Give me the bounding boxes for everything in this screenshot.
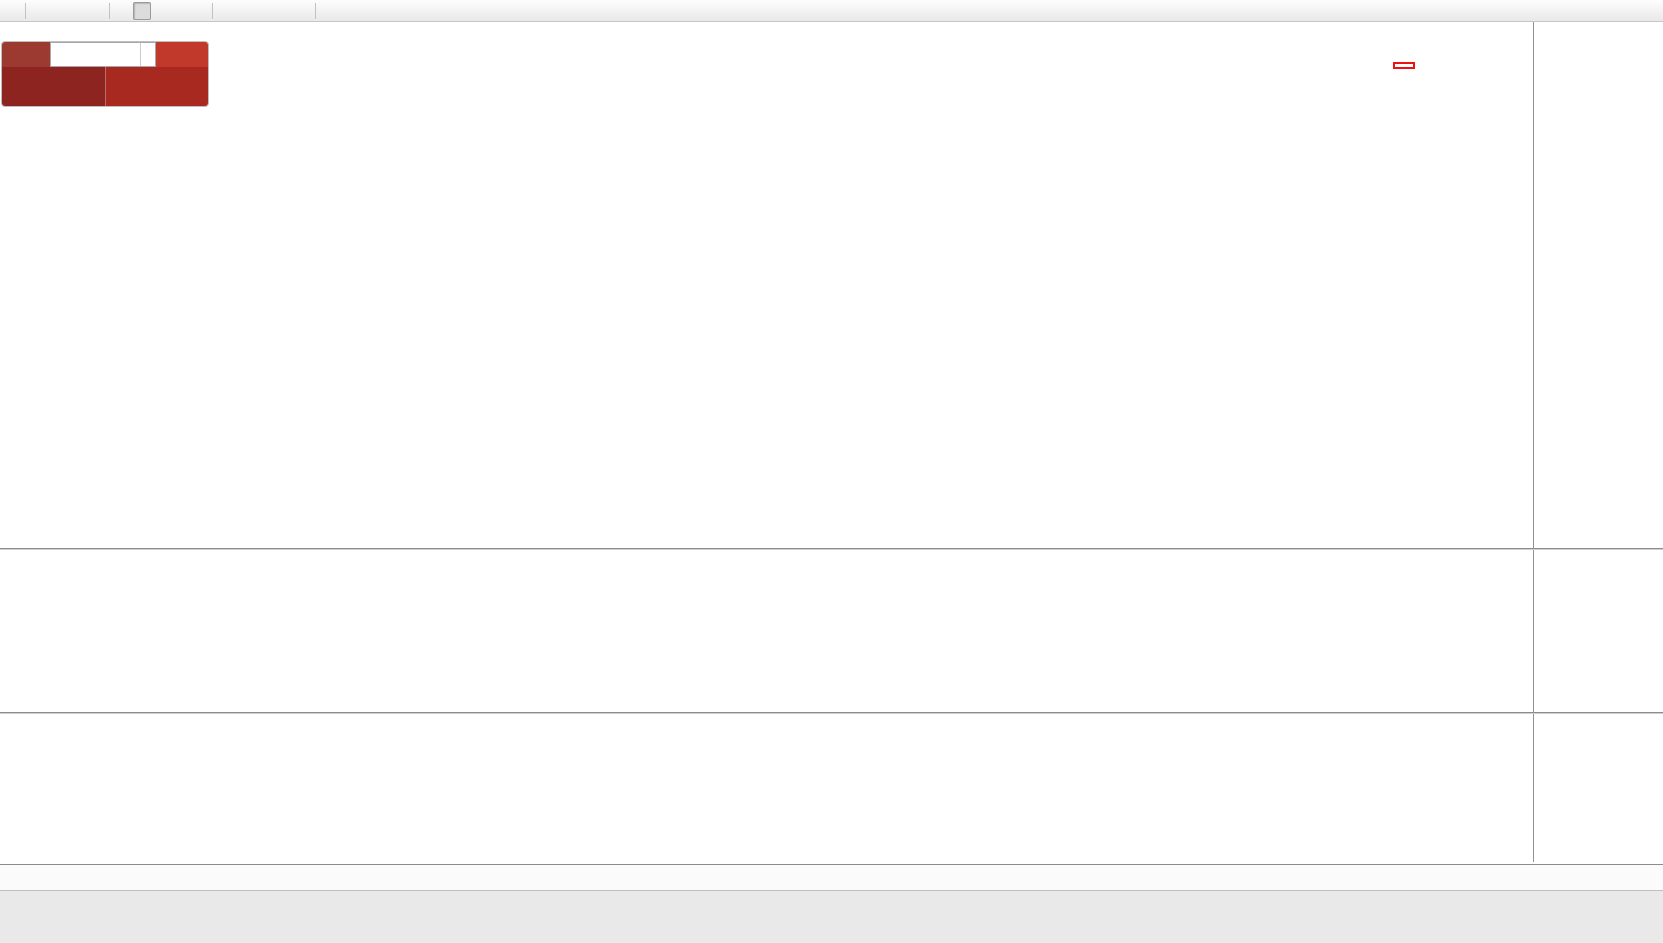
toolbar-separator bbox=[109, 2, 110, 19]
fibonacci-button[interactable] bbox=[434, 2, 452, 20]
volume-spinner[interactable] bbox=[140, 43, 155, 66]
buy-button[interactable] bbox=[156, 42, 208, 67]
line-chart-button[interactable] bbox=[152, 2, 170, 20]
crosshair-button[interactable] bbox=[339, 2, 357, 20]
window-footer bbox=[0, 890, 1663, 943]
profiles-button[interactable] bbox=[49, 2, 67, 20]
price-callout-label bbox=[1393, 62, 1415, 69]
market-watch-button[interactable] bbox=[217, 2, 235, 20]
zoom-out-button[interactable] bbox=[190, 2, 208, 20]
panel-left-button[interactable] bbox=[1624, 2, 1642, 20]
trade-panel-price-row bbox=[2, 67, 208, 106]
channel-button[interactable] bbox=[396, 2, 414, 20]
pitchfork-button[interactable] bbox=[415, 2, 433, 20]
text-tool-button[interactable] bbox=[453, 2, 471, 20]
terminal-button[interactable] bbox=[68, 2, 86, 20]
panel-bottom-button[interactable] bbox=[1642, 2, 1660, 20]
trade-panel-top-row bbox=[2, 42, 208, 67]
sell-button[interactable] bbox=[2, 42, 50, 67]
rsi-panel[interactable] bbox=[0, 714, 1533, 862]
toolbar-separator bbox=[212, 2, 213, 19]
cursor-button[interactable] bbox=[320, 2, 338, 20]
panel-splitter-macd[interactable] bbox=[0, 548, 1663, 550]
zoom-in-button[interactable] bbox=[171, 2, 189, 20]
candlestick-plot[interactable] bbox=[0, 22, 1533, 548]
buy-price[interactable] bbox=[105, 67, 208, 106]
price-chart[interactable] bbox=[0, 22, 1533, 548]
search-button[interactable] bbox=[1606, 2, 1624, 20]
toolbar bbox=[0, 0, 1663, 22]
sell-price[interactable] bbox=[2, 67, 106, 106]
price-axis[interactable] bbox=[1533, 22, 1663, 548]
panel-splitter-rsi[interactable] bbox=[0, 712, 1663, 714]
indicators-button[interactable] bbox=[255, 2, 273, 20]
candlestick-chart-button[interactable] bbox=[133, 1, 151, 20]
chart-symbol-info bbox=[5, 26, 14, 37]
arrow-tool-button[interactable] bbox=[472, 2, 490, 20]
new-chart-button[interactable] bbox=[30, 2, 48, 20]
toolbar-separator bbox=[315, 2, 316, 19]
new-order-button[interactable] bbox=[3, 2, 21, 20]
vertical-line-button[interactable] bbox=[358, 2, 376, 20]
toolbar-right-group bbox=[1606, 2, 1660, 20]
macd-axis bbox=[1533, 550, 1663, 712]
snapshot-button[interactable] bbox=[293, 2, 311, 20]
periods-button[interactable] bbox=[274, 2, 292, 20]
volume-input[interactable] bbox=[50, 42, 156, 67]
auto-trading-button[interactable] bbox=[87, 2, 105, 20]
macd-panel[interactable] bbox=[0, 550, 1533, 712]
toolbar-separator bbox=[25, 2, 26, 19]
tile-windows-button[interactable] bbox=[236, 2, 254, 20]
trendline-button[interactable] bbox=[377, 2, 395, 20]
one-click-trading-panel bbox=[2, 42, 208, 106]
bar-chart-button[interactable] bbox=[114, 2, 132, 20]
shapes-button[interactable] bbox=[491, 2, 509, 20]
macd-plot bbox=[0, 550, 1533, 712]
rsi-plot bbox=[0, 714, 1533, 862]
time-axis[interactable] bbox=[0, 864, 1663, 890]
rsi-axis bbox=[1533, 714, 1663, 862]
